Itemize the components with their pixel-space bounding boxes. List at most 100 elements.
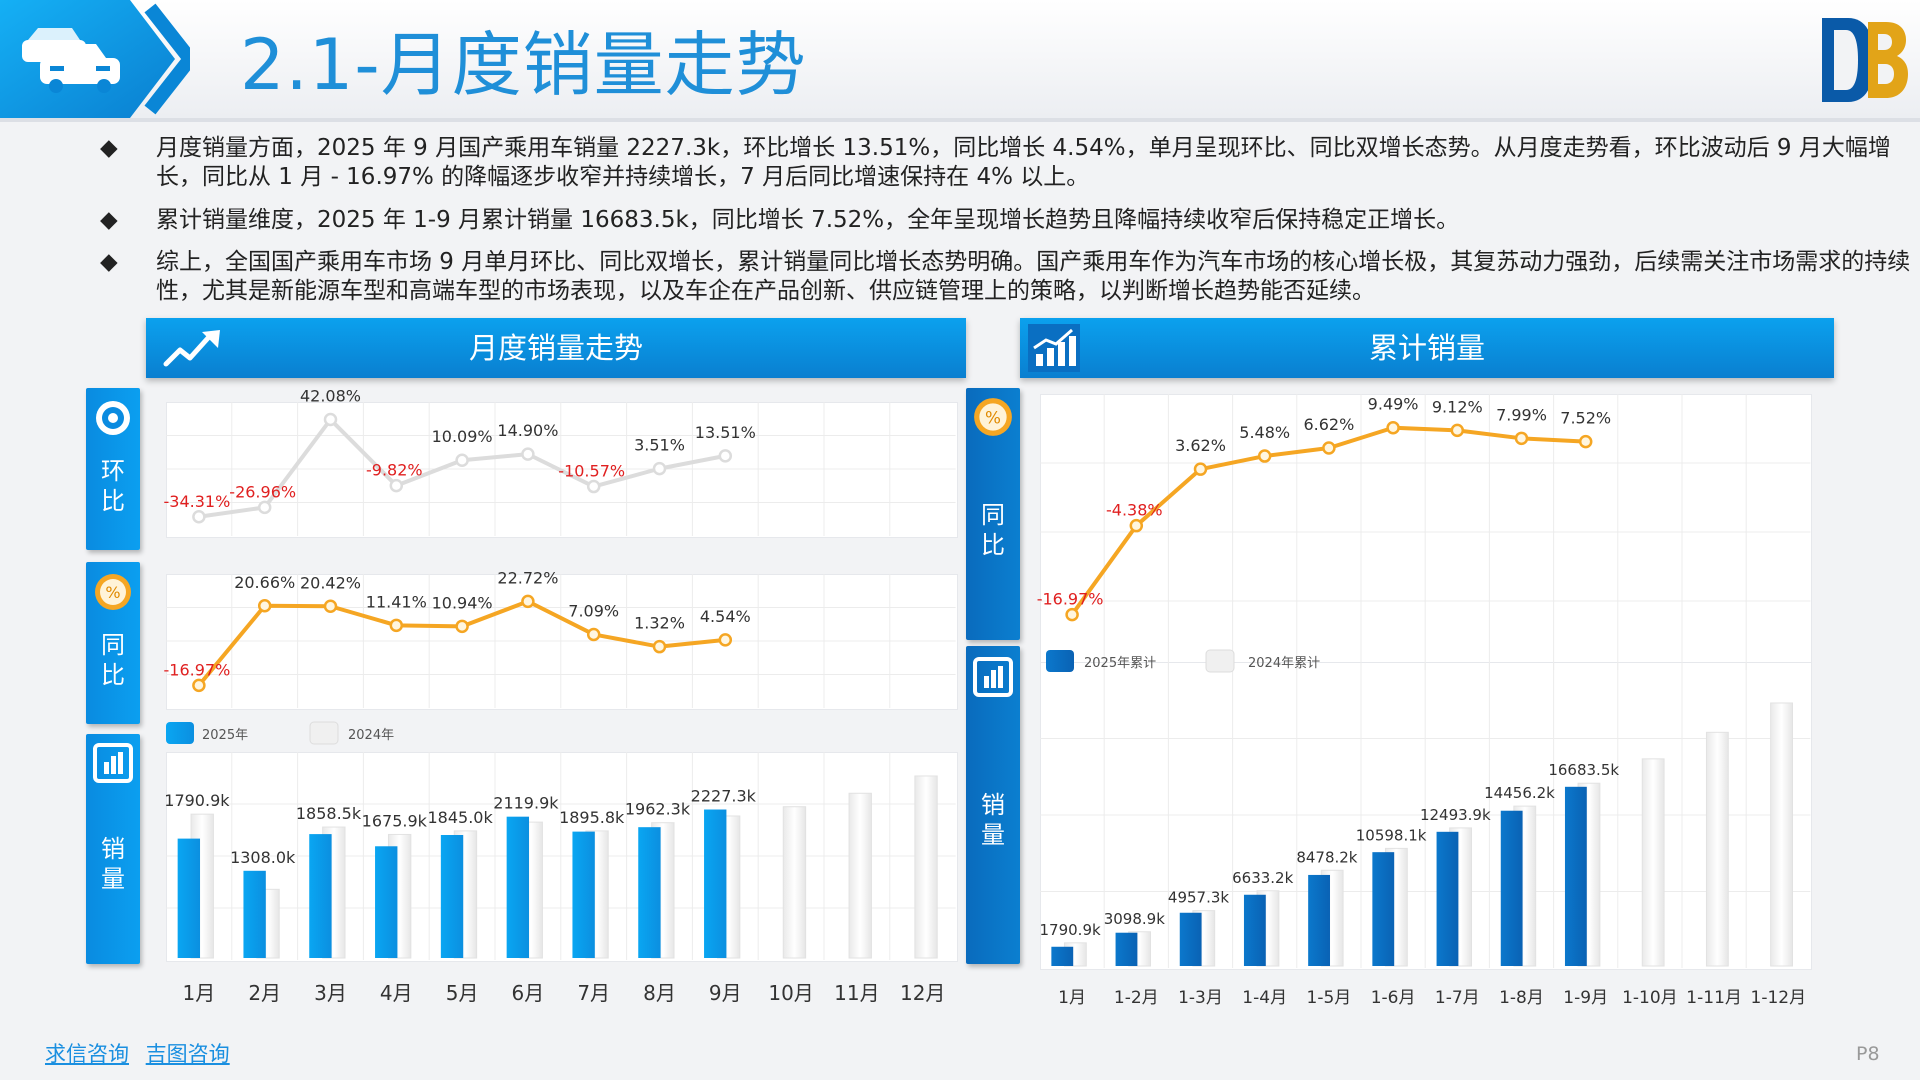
mom-data-label: -10.57% <box>558 462 625 481</box>
sales-bar-2025 <box>309 834 332 958</box>
tab-yoy-label: 同 比 <box>101 631 125 689</box>
bar-chart-trend-icon <box>1028 324 1080 372</box>
yoy-point <box>521 594 535 609</box>
footer-link-2[interactable]: 吉图咨询 <box>145 1042 230 1066</box>
legend-swatch-2024-cum <box>1205 649 1235 673</box>
footer-link-1[interactable]: 求信咨询 <box>45 1042 129 1066</box>
chart-marks: -34.31% -26.96% 42.08% -9.82% 10.09% 14.90% -1… <box>164 387 1807 1008</box>
cum-yoy-point <box>1322 441 1336 455</box>
percent-icon: % <box>95 574 131 610</box>
mom-point <box>323 412 338 427</box>
monthly-legend: 2025年 2024年 <box>166 721 394 745</box>
yoy-data-label: 20.42% <box>300 573 361 592</box>
cum-yoy-data-label: 5.48% <box>1239 423 1290 442</box>
sales-bar-2025 <box>375 846 398 958</box>
cum-yoy-point <box>1450 423 1465 438</box>
mom-point <box>389 478 404 493</box>
x-tick-label: 1-9月 <box>1563 988 1608 1008</box>
cum-yoy-data-label: -16.97% <box>1037 590 1104 609</box>
x-tick-label: 3月 <box>314 981 347 1005</box>
grid-lines <box>166 394 1811 968</box>
mom-point <box>192 510 206 524</box>
cum-yoy-data-label: 9.49% <box>1368 395 1419 414</box>
cum-sales-data-label: 10598.1k <box>1356 826 1427 844</box>
x-tick-label: 1月 <box>1058 988 1086 1008</box>
sales-data-label: 2227.3k <box>691 787 757 806</box>
cum-sales-bar-2025 <box>1372 852 1395 966</box>
mom-data-label: 14.90% <box>497 421 558 440</box>
cum-sales-bar-2025 <box>1308 874 1330 966</box>
cum-sales-data-label: 14456.2k <box>1484 784 1555 802</box>
cum-sales-data-label: 12493.9k <box>1420 806 1491 824</box>
cum-yoy-point <box>1065 607 1079 622</box>
car-icon <box>22 28 120 93</box>
sales-bar-2025 <box>440 835 464 958</box>
yoy-data-label: 7.09% <box>568 601 619 620</box>
x-tick-label: 1-3月 <box>1178 988 1223 1008</box>
x-tick-label: 1-5月 <box>1307 988 1352 1008</box>
x-tick-label: 1-7月 <box>1435 988 1480 1008</box>
x-tick-label: 1月 <box>183 981 216 1005</box>
yoy-point <box>455 619 469 634</box>
cum-sales-bar-2025 <box>1243 894 1266 966</box>
mom-data-label: -34.31% <box>164 492 231 511</box>
bullet-text: 综上，全国国产乘用车市场 9 月单月环比、同比双增长，累计销量同比增长态势明确。… <box>156 249 1911 304</box>
mom-point <box>455 453 469 467</box>
left-panel-header: 月度销量走势 <box>146 318 966 378</box>
cum-yoy-point <box>1578 434 1593 449</box>
cum-yoy-data-label: 9.12% <box>1432 397 1483 416</box>
x-tick-label: 1-2月 <box>1114 988 1159 1008</box>
x-tick-label: 1-6月 <box>1371 988 1416 1008</box>
header-band <box>0 0 1920 118</box>
yoy-data-label: -16.97% <box>164 660 231 679</box>
sales-bar-2024 <box>782 806 807 959</box>
mom-point <box>718 449 733 463</box>
x-tick-label: 11月 <box>834 981 879 1005</box>
header-icon-block <box>0 0 190 118</box>
legend-swatch-2025 <box>166 722 194 744</box>
mom-data-label: -9.82% <box>366 461 423 480</box>
page-title: 2.1-月度销量走势 <box>240 24 807 106</box>
cum-sales-bar-2024 <box>1770 702 1793 967</box>
cumulative-legend: 2025年累计 2024年累计 <box>1046 649 1320 673</box>
bullet-text: 累计销量维度，2025 年 1-9 月累计销量 16683.5k，同比增长 7.… <box>156 207 1460 233</box>
cum-sales-bar-2025 <box>1500 810 1523 966</box>
diamond-bullet-icon: ◆ <box>100 135 118 161</box>
cum-sales-bar-2024 <box>1641 758 1665 967</box>
x-tick-label: 1-4月 <box>1242 988 1287 1008</box>
sales-data-label: 1895.8k <box>559 808 625 827</box>
bar-chart-icon <box>973 657 1013 697</box>
yoy-data-label: 4.54% <box>700 607 751 626</box>
legend-label-2025-cum: 2025年累计 <box>1084 656 1156 671</box>
x-tick-label: 1-12月 <box>1751 988 1807 1008</box>
diamond-bullet-icon: ◆ <box>100 207 118 233</box>
yoy-point <box>257 599 272 613</box>
sales-bar-2024 <box>914 775 938 959</box>
sales-data-label: 1845.0k <box>427 808 493 827</box>
sales-bar-2025 <box>506 816 530 958</box>
sales-data-label: 1308.0k <box>230 848 296 867</box>
sales-data-label: 1962.3k <box>625 800 691 819</box>
x-tick-label: 1-8月 <box>1499 988 1544 1008</box>
legend-swatch-2024 <box>309 721 339 745</box>
legend-label-2025: 2025年 <box>202 728 248 743</box>
sales-bar-2024 <box>848 792 872 959</box>
cum-yoy-data-label: 7.99% <box>1496 405 1547 424</box>
cum-sales-bar-2025 <box>1179 912 1202 966</box>
yoy-data-label: 20.66% <box>234 573 295 592</box>
legend-label-2024-cum: 2024年累计 <box>1248 656 1320 671</box>
x-tick-label: 1-11月 <box>1686 988 1742 1008</box>
sales-bar-2025 <box>704 809 727 958</box>
target-icon <box>96 401 130 435</box>
x-tick-label: 10月 <box>768 981 813 1005</box>
sales-data-label: 1675.9k <box>362 811 428 830</box>
yoy-data-label: 1.32% <box>634 614 685 633</box>
cum-sales-data-label: 4957.3k <box>1168 889 1229 907</box>
page-number: P8 <box>1856 1043 1880 1065</box>
x-tick-label: 4月 <box>380 981 413 1005</box>
cum-sales-data-label: 8478.2k <box>1296 848 1357 866</box>
cum-yoy-data-label: -4.38% <box>1106 501 1163 520</box>
cum-sales-data-label: 3098.9k <box>1104 910 1165 928</box>
x-tick-label: 8月 <box>643 981 676 1005</box>
